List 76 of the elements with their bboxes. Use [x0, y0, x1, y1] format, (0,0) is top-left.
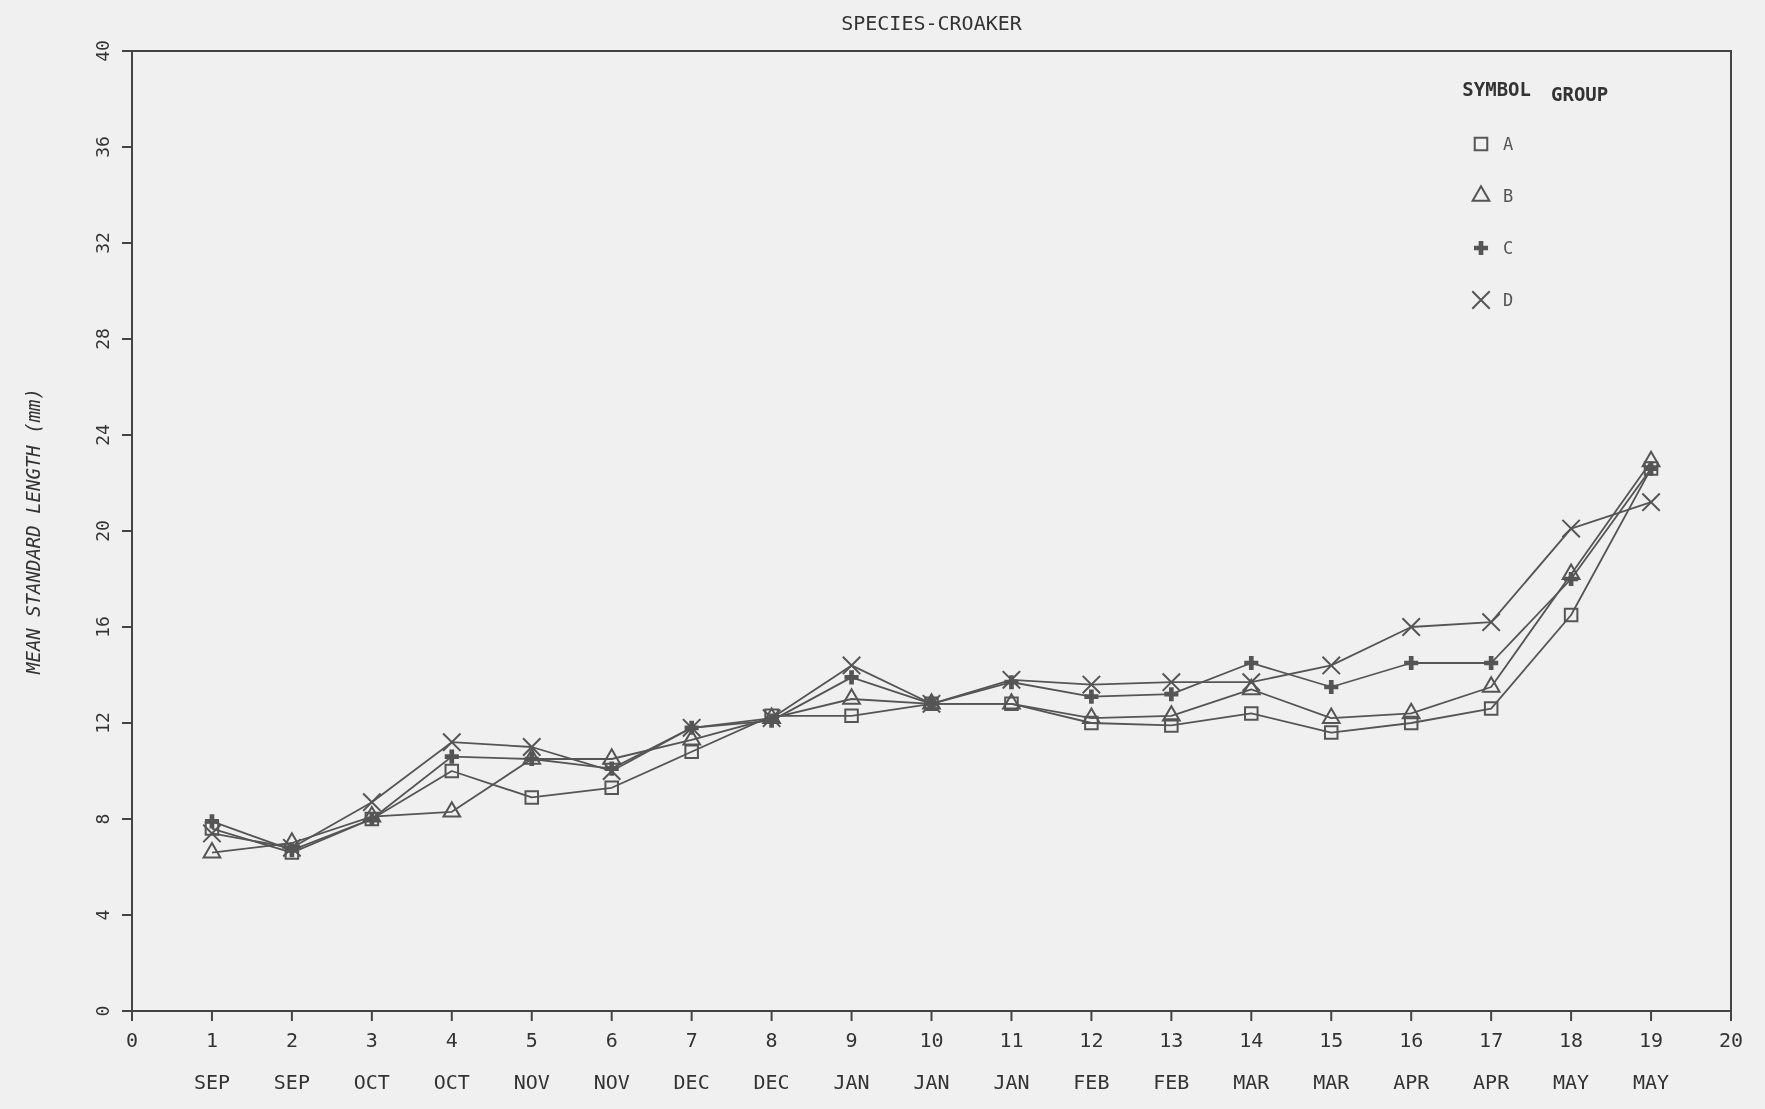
x-tick-label: 8 DEC [753, 1028, 790, 1094]
point [1164, 718, 1179, 733]
y-tick-label: 0 [91, 1005, 113, 1017]
point [1401, 617, 1421, 637]
point [1404, 655, 1419, 671]
legend-label: B [1503, 186, 1514, 206]
x-tick-label: 16 APR [1393, 1028, 1431, 1094]
chart-title: SPECIES-CROAKER [841, 11, 1023, 35]
y-tick-label: 32 [91, 232, 113, 254]
point [1324, 679, 1339, 695]
point [522, 737, 542, 757]
point [1563, 607, 1579, 623]
legend-label: C [1503, 238, 1514, 258]
point [1164, 687, 1179, 702]
point [1084, 689, 1099, 704]
point [1323, 725, 1339, 740]
y-tick-label: 16 [91, 616, 113, 638]
point [362, 792, 382, 812]
point [684, 744, 699, 760]
point [844, 670, 859, 685]
x-tick-label: 19 MAY [1632, 1028, 1670, 1094]
point [1241, 672, 1262, 692]
y-tick-label: 4 [91, 909, 113, 921]
x-tick-label: 4 OCT [433, 1028, 470, 1094]
annotation: GROUP [1551, 83, 1609, 105]
x-tick-label: 15 MAR [1313, 1028, 1351, 1094]
x-tick-label: 6 NOV [593, 1028, 630, 1094]
point [444, 763, 460, 779]
y-axis-title: MEAN STANDARD LENGTH (mm) [22, 388, 44, 675]
point [1481, 612, 1501, 632]
y-tick-label: 12 [91, 712, 113, 734]
x-tick-label: 1 SEP [193, 1028, 231, 1094]
point [1161, 672, 1182, 692]
x-tick-label: 3 OCT [353, 1028, 390, 1094]
point [604, 780, 619, 796]
point [1081, 674, 1102, 695]
x-tick-label: 13 FEB [1153, 1028, 1190, 1094]
point [524, 790, 540, 805]
point [1244, 706, 1259, 721]
x-tick-label: 18 MAY [1553, 1028, 1590, 1094]
x-tick-label: 0 [125, 1028, 139, 1052]
point [1403, 715, 1419, 731]
x-tick-label: 11 JAN [993, 1028, 1030, 1094]
point [1561, 518, 1581, 539]
y-tick-label: 28 [91, 328, 113, 350]
point [444, 749, 459, 764]
point [442, 732, 462, 752]
point [844, 708, 859, 724]
point [1084, 715, 1099, 731]
point [202, 823, 222, 844]
x-tick-label: 14 MAR [1233, 1028, 1271, 1094]
y-tick-label: 8 [91, 813, 113, 825]
y-tick-label: 20 [91, 520, 113, 542]
legend-title: SYMBOL [1462, 78, 1531, 100]
x-tick-label: 2 SEP [273, 1028, 310, 1094]
x-tick-label: 12 FEB [1073, 1028, 1110, 1094]
x-tick-label: 5 NOV [513, 1028, 550, 1094]
x-tick-label: 17 APR [1473, 1028, 1511, 1094]
point [204, 814, 219, 829]
point [601, 761, 622, 781]
point [282, 838, 302, 858]
x-tick-label: 9 JAN [833, 1028, 870, 1094]
point [1321, 655, 1341, 676]
x-tick-label: 20 [1718, 1028, 1744, 1052]
legend-label: A [1503, 134, 1514, 154]
point [1483, 701, 1499, 716]
x-tick-label: 10 JAN [913, 1028, 950, 1094]
y-tick-label: 40 [91, 40, 113, 62]
y-tick-label: 36 [91, 136, 113, 158]
point [1244, 655, 1259, 671]
legend-label: D [1503, 290, 1514, 310]
point [1641, 492, 1661, 512]
y-tick-label: 24 [91, 424, 113, 446]
point [841, 655, 862, 676]
point [1001, 670, 1022, 690]
x-tick-label: 7 DEC [673, 1028, 710, 1094]
